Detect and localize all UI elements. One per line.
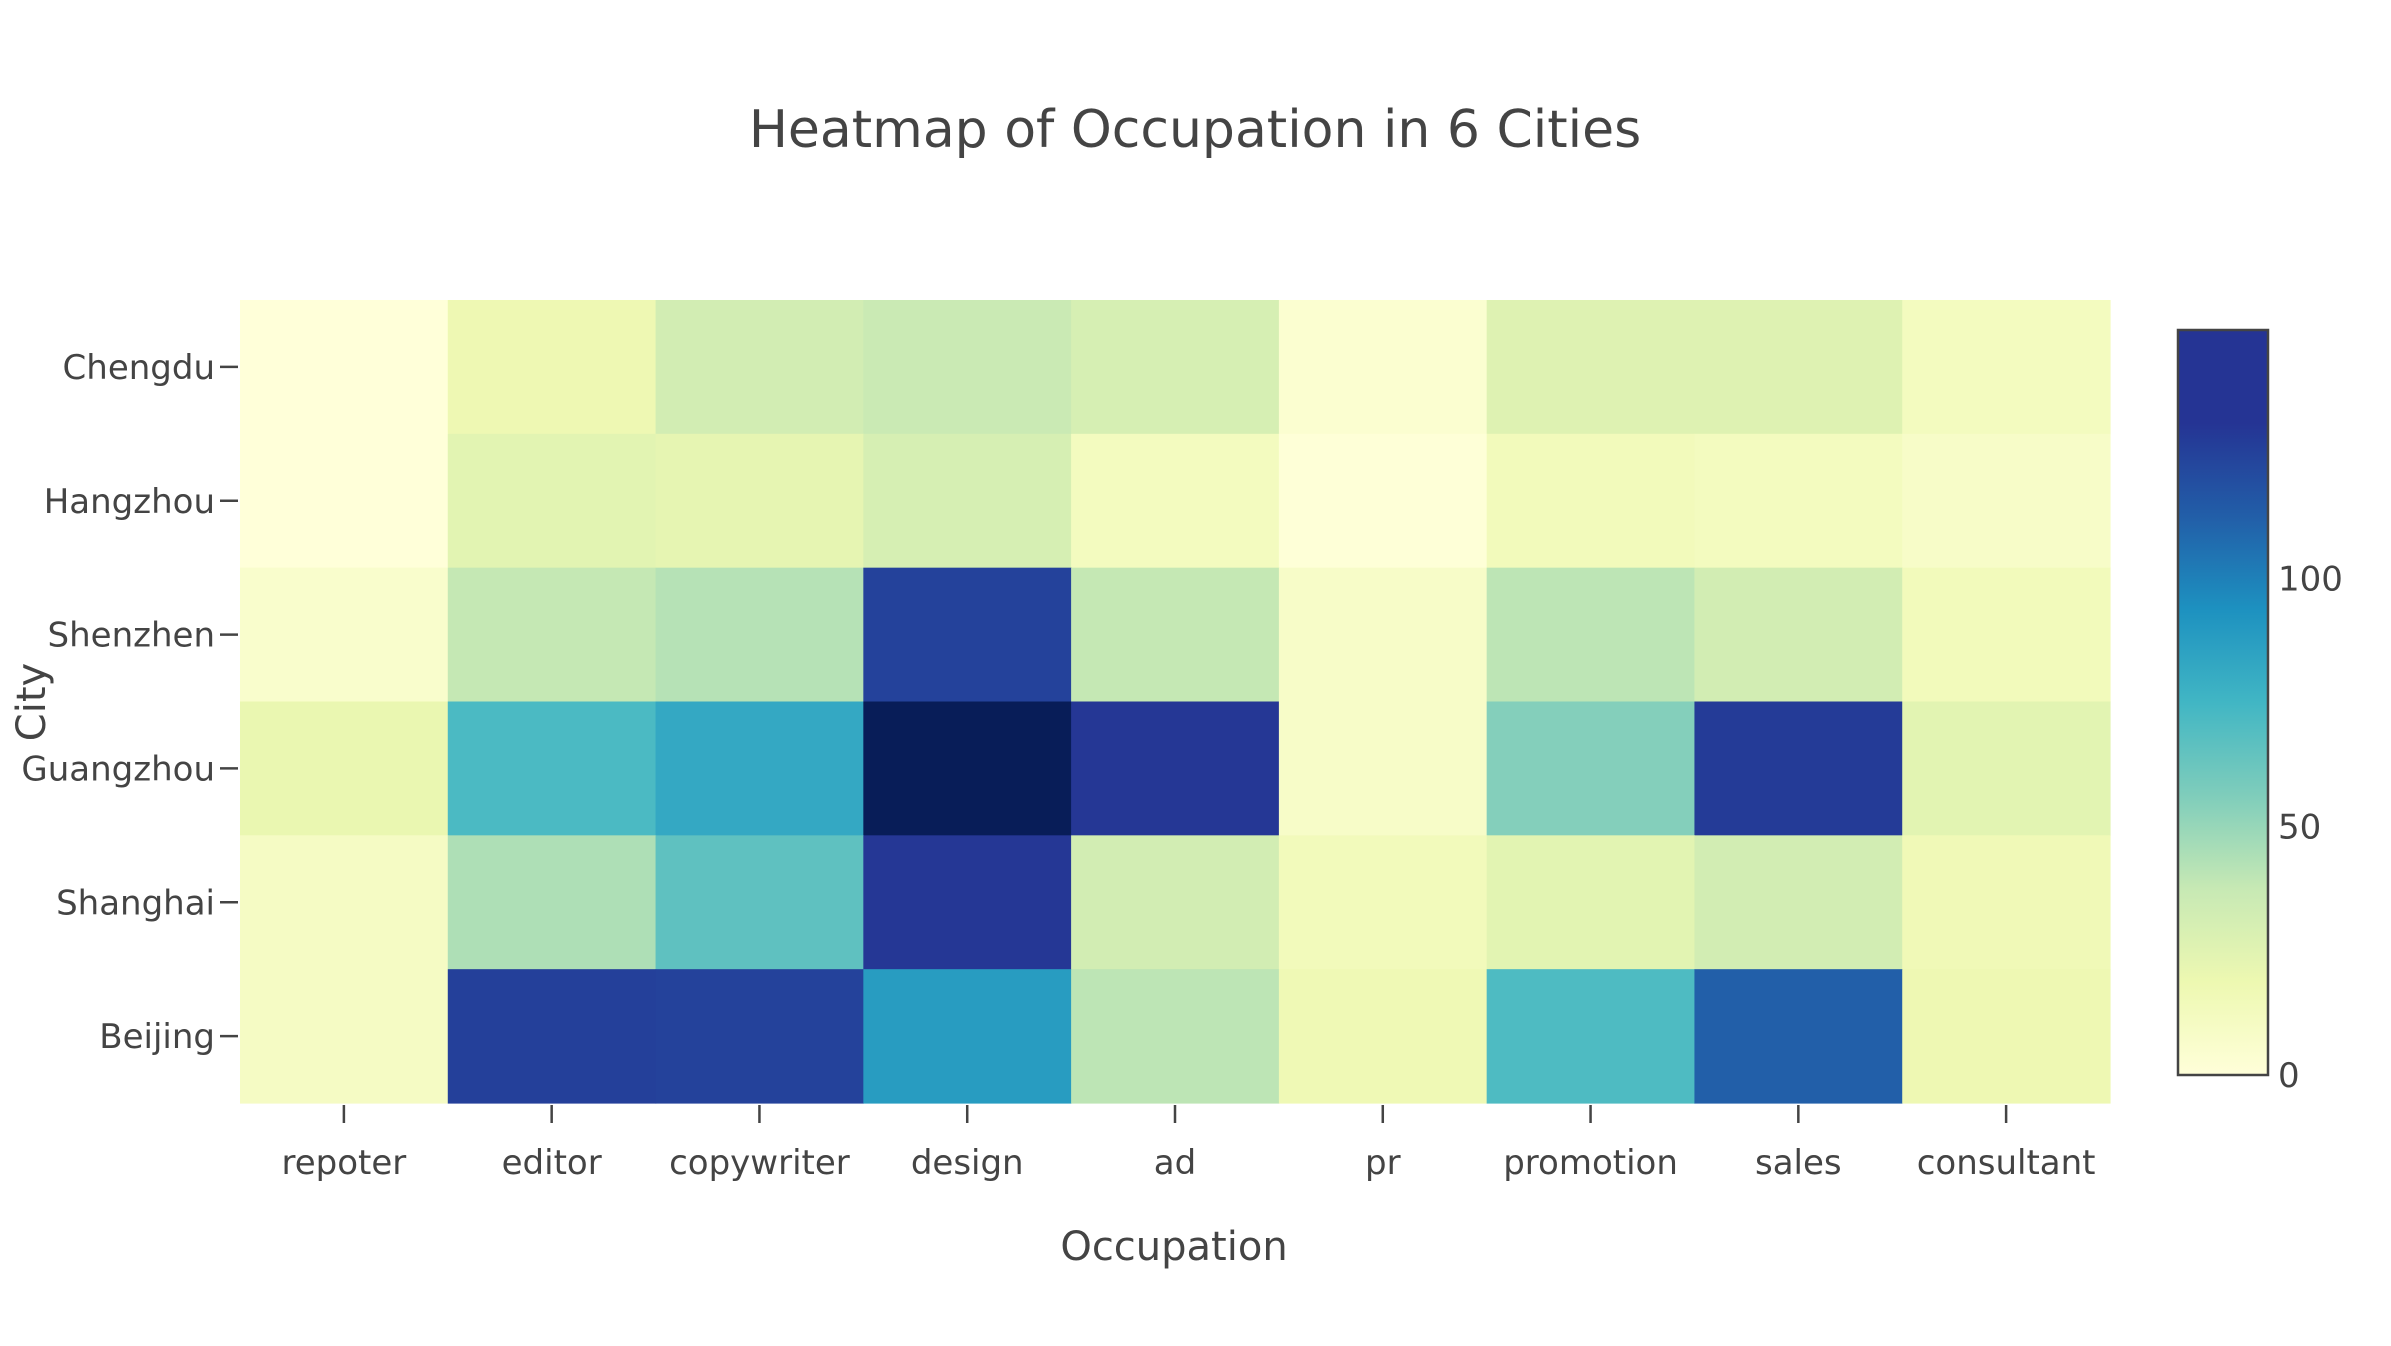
x-tick-label-pr: pr bbox=[1365, 1143, 1401, 1183]
heatmap-cell-beijing-copywriter bbox=[655, 969, 864, 1104]
y-axis-title: City bbox=[9, 663, 55, 741]
heatmap-cell-shenzhen-promotion bbox=[1486, 567, 1696, 703]
heatmap-cell-hangzhou-design bbox=[863, 433, 1072, 569]
heatmap-cell-shenzhen-copywriter bbox=[655, 567, 864, 703]
heatmap-cell-chengdu-ad bbox=[1071, 300, 1280, 435]
heatmap-cell-beijing-design bbox=[863, 969, 1072, 1104]
heatmap-cell-guangzhou-repoter bbox=[240, 701, 449, 836]
heatmap-cell-shenzhen-editor bbox=[447, 567, 657, 703]
heatmap-cell-beijing-sales bbox=[1694, 969, 1903, 1104]
heatmap-cell-hangzhou-editor bbox=[447, 433, 657, 569]
heatmap-cell-chengdu-editor bbox=[447, 300, 657, 435]
heatmap-cell-guangzhou-design bbox=[863, 701, 1072, 836]
heatmap-cell-chengdu-sales bbox=[1694, 300, 1903, 435]
heatmap-cell-beijing-ad bbox=[1071, 969, 1280, 1104]
heatmap-cell-hangzhou-ad bbox=[1071, 433, 1280, 569]
heatmap-cell-chengdu-copywriter bbox=[655, 300, 864, 435]
heatmap-cell-guangzhou-editor bbox=[447, 701, 657, 836]
heatmap-cell-beijing-promotion bbox=[1486, 969, 1696, 1104]
heatmap-cell-beijing-pr bbox=[1278, 969, 1488, 1104]
x-tick-label-repoter: repoter bbox=[282, 1143, 407, 1183]
heatmap-cell-shanghai-pr bbox=[1278, 835, 1488, 970]
y-tick-label-guangzhou: Guangzhou bbox=[21, 749, 215, 789]
heatmap-cell-hangzhou-promotion bbox=[1486, 433, 1696, 569]
heatmap-cells bbox=[240, 300, 2111, 1104]
y-tick-label-shanghai: Shanghai bbox=[56, 883, 215, 923]
y-tick-label-hangzhou: Hangzhou bbox=[44, 482, 215, 522]
colorbar-tick-label: 50 bbox=[2278, 808, 2321, 848]
heatmap-cell-shenzhen-pr bbox=[1278, 567, 1488, 703]
y-tick-label-beijing: Beijing bbox=[99, 1017, 215, 1057]
heatmap-cell-shenzhen-consultant bbox=[1902, 567, 2111, 703]
x-tick-label-copywriter: copywriter bbox=[669, 1143, 850, 1183]
heatmap-cell-hangzhou-copywriter bbox=[655, 433, 864, 569]
heatmap-cell-guangzhou-sales bbox=[1694, 701, 1903, 836]
y-tick-label-shenzhen: Shenzhen bbox=[48, 616, 215, 656]
y-tick-label-chengdu: Chengdu bbox=[63, 348, 215, 388]
heatmap-cell-beijing-editor bbox=[447, 969, 657, 1104]
heatmap-cell-guangzhou-pr bbox=[1278, 701, 1488, 836]
x-tick-label-promotion: promotion bbox=[1503, 1143, 1678, 1183]
heatmap-cell-chengdu-repoter bbox=[240, 300, 449, 435]
heatmap-cell-shenzhen-ad bbox=[1071, 567, 1280, 703]
heatmap-cell-hangzhou-sales bbox=[1694, 433, 1903, 569]
heatmap-cell-beijing-repoter bbox=[240, 969, 449, 1104]
x-tick-label-consultant: consultant bbox=[1917, 1143, 2096, 1183]
x-axis: repoter editor copywriter design ad pr promoti… bbox=[282, 1105, 2096, 1183]
heatmap-cell-shenzhen-sales bbox=[1694, 567, 1903, 703]
colorbar: 0 50 100 bbox=[2176, 328, 2343, 1096]
colorbar-tick-label: 0 bbox=[2278, 1056, 2300, 1096]
heatmap-cell-shanghai-copywriter bbox=[655, 835, 864, 970]
heatmap-cell-guangzhou-consultant bbox=[1902, 701, 2111, 836]
heatmap-cell-guangzhou-promotion bbox=[1486, 701, 1696, 836]
heatmap-cell-guangzhou-copywriter bbox=[655, 701, 864, 836]
colorbar-tick-label: 100 bbox=[2278, 559, 2343, 599]
y-axis: Chengdu Hangzhou Shenzhen Guangzhou Shanghai… bbox=[21, 348, 238, 1057]
heatmap-cell-hangzhou-consultant bbox=[1902, 433, 2111, 569]
x-tick-label-ad: ad bbox=[1154, 1143, 1196, 1183]
heatmap-cell-shanghai-editor bbox=[447, 835, 657, 970]
heatmap-cell-hangzhou-repoter bbox=[240, 433, 449, 569]
x-tick-label-sales: sales bbox=[1755, 1143, 1842, 1183]
heatmap-cell-chengdu-promotion bbox=[1486, 300, 1696, 435]
heatmap-cell-shenzhen-design bbox=[863, 567, 1072, 703]
heatmap-cell-hangzhou-pr bbox=[1278, 433, 1488, 569]
heatmap-cell-chengdu-design bbox=[863, 300, 1072, 435]
heatmap-cell-shenzhen-repoter bbox=[240, 567, 449, 703]
heatmap-cell-beijing-consultant bbox=[1902, 969, 2111, 1104]
heatmap-cell-shanghai-design bbox=[863, 835, 1072, 970]
heatmap-cell-chengdu-consultant bbox=[1902, 300, 2111, 435]
heatmap-cell-shanghai-repoter bbox=[240, 835, 449, 970]
heatmap-cell-shanghai-sales bbox=[1694, 835, 1903, 970]
x-tick-label-editor: editor bbox=[502, 1143, 602, 1183]
heatmap-cell-chengdu-pr bbox=[1278, 300, 1488, 435]
x-axis-title: Occupation bbox=[1060, 1224, 1287, 1270]
colorbar-gradient bbox=[2176, 328, 2270, 1077]
heatmap-cell-shanghai-ad bbox=[1071, 835, 1280, 970]
x-tick-label-design: design bbox=[911, 1143, 1024, 1183]
heatmap-cell-guangzhou-ad bbox=[1071, 701, 1280, 836]
heatmap-cell-shanghai-consultant bbox=[1902, 835, 2111, 970]
heatmap-cell-shanghai-promotion bbox=[1486, 835, 1696, 970]
chart-title: Heatmap of Occupation in 6 Cities bbox=[749, 100, 1641, 160]
